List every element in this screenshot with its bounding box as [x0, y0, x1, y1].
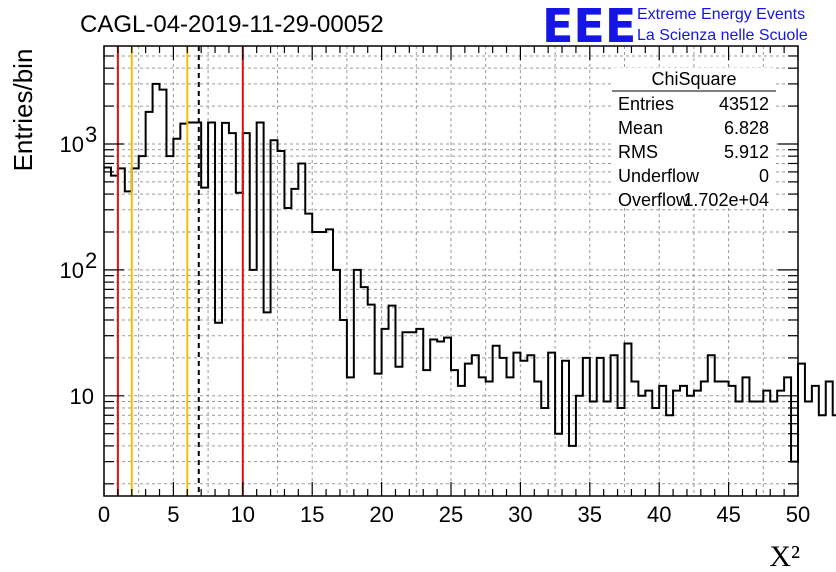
eee-logo: EEE Extreme Energy Events La Scienza nel… — [542, 0, 808, 53]
x-tick-label: 30 — [508, 502, 532, 527]
x-tick-label: 0 — [98, 502, 110, 527]
y-tick-label: 10 — [60, 258, 84, 283]
x-tick-label: 20 — [369, 502, 393, 527]
x-axis-label-text: X² — [769, 540, 800, 572]
stats-row-label: Mean — [618, 118, 663, 138]
x-tick-label: 45 — [716, 502, 740, 527]
x-tick-label: 5 — [167, 502, 179, 527]
y-tick-label: 10 — [70, 384, 94, 409]
y-tick-label: 10 — [60, 132, 84, 157]
stats-row-value: 43512 — [719, 94, 769, 114]
stats-row-label: RMS — [618, 142, 658, 162]
histogram-series — [104, 82, 836, 463]
stats-row-value: 1.702e+04 — [683, 190, 769, 210]
x-tick-label: 15 — [300, 502, 324, 527]
x-tick-label: 50 — [786, 502, 810, 527]
cut-lines — [116, 46, 244, 496]
stats-box: ChiSquare Entries 43512 Mean 6.828 RMS 5.912 U… — [612, 68, 776, 210]
y-axis-label: Entries/bin — [8, 49, 38, 172]
axis-ticks — [103, 46, 799, 496]
histogram-outline — [104, 82, 836, 463]
eee-logo-text: EEE — [542, 0, 636, 53]
y-tick-exponent: 2 — [85, 248, 97, 273]
x-tick-label: 35 — [578, 502, 602, 527]
eee-logo-line1: Extreme Energy Events — [637, 6, 805, 23]
y-tick-exponent: 3 — [85, 122, 97, 147]
stats-row-label: Entries — [618, 94, 674, 114]
eee-logo-line2: La Scienza nelle Scuole — [637, 27, 808, 44]
x-tick-label: 10 — [231, 502, 255, 527]
stats-row-label: Overflow — [618, 190, 690, 210]
stats-row-value: 5.912 — [724, 142, 769, 162]
x-tick-label: 40 — [647, 502, 671, 527]
stats-row-value: 6.828 — [724, 118, 769, 138]
x-tick-label: 25 — [439, 502, 463, 527]
stats-row-label: Underflow — [618, 166, 700, 186]
stats-row-value: 0 — [759, 166, 769, 186]
stats-box-title: ChiSquare — [651, 69, 736, 89]
chart-title: CAGL-04-2019-11-29-00052 — [80, 11, 384, 38]
x-tick-labels: 0 5 10 15 20 25 30 35 40 45 50 — [98, 502, 810, 527]
x-axis-label: X² — [769, 540, 800, 572]
